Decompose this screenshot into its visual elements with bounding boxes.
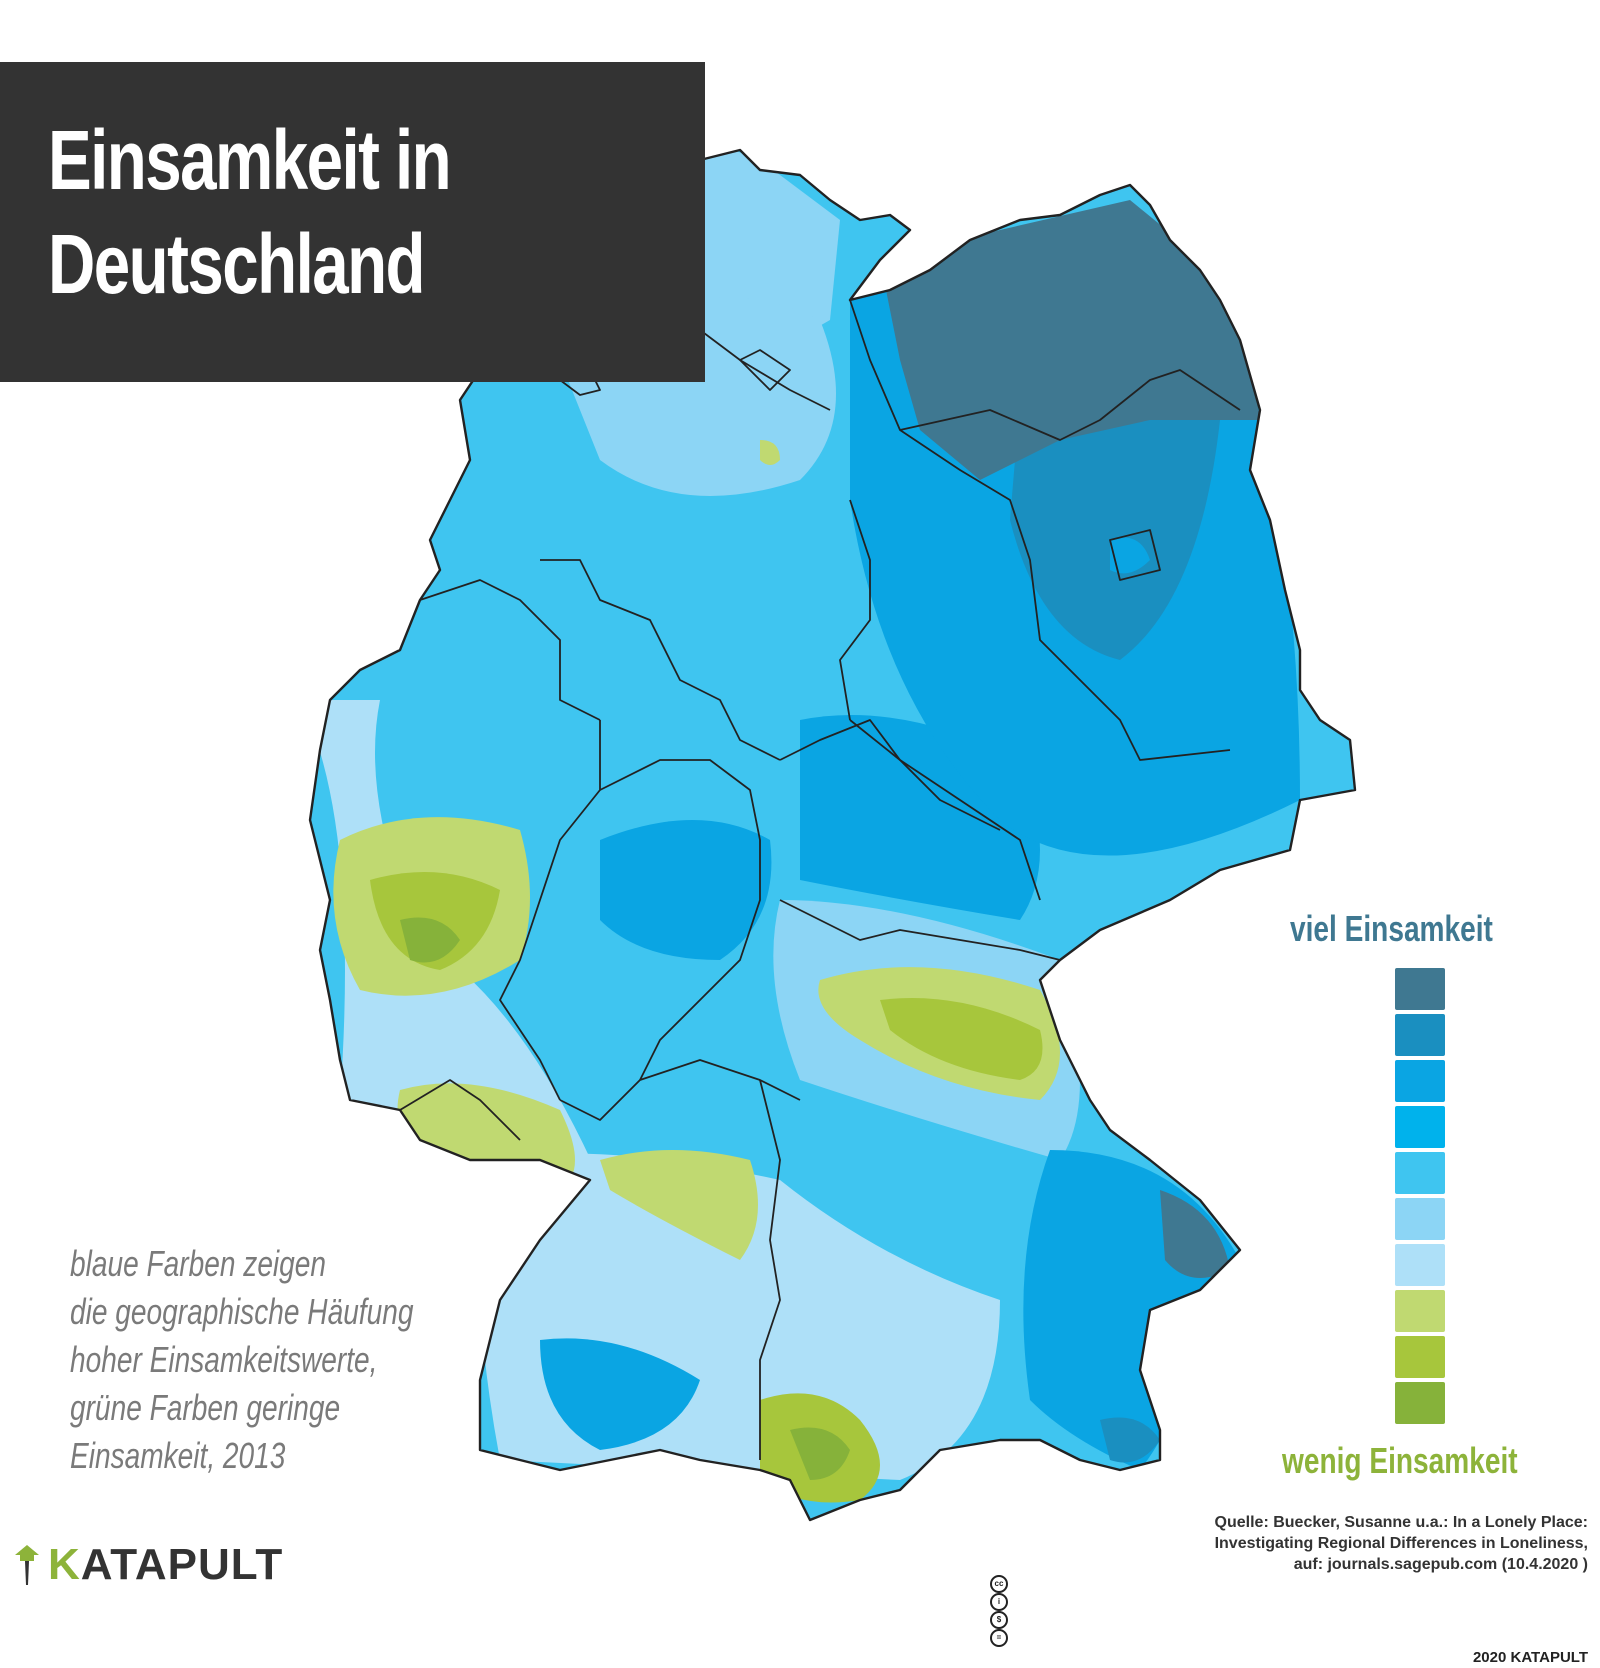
legend-swatch-1 — [1395, 968, 1445, 1010]
title-banner — [0, 62, 705, 382]
border-saarland — [399, 1079, 521, 1141]
germany-map — [308, 106, 1357, 1522]
nc-icon: $ — [990, 1611, 1008, 1629]
region-berchtesgaden-deep-blue — [1100, 1417, 1160, 1463]
border-hamburg — [739, 349, 791, 391]
state-borders — [308, 106, 1357, 1522]
region-eifel-green-dark — [400, 917, 460, 963]
region-swabia-green — [600, 1150, 758, 1260]
border-th — [779, 719, 1001, 831]
source-line-3: auf: journals.sagepub.com (10.4.2020 ) — [1293, 1556, 1588, 1573]
license-text: 2020 KATAPULT — [1472, 1649, 1588, 1666]
legend-swatch-2 — [1395, 1014, 1445, 1056]
logo-first-letter: K — [48, 1540, 81, 1589]
legend-swatch-6 — [1395, 1198, 1445, 1240]
source-citation: Quelle: Buecker, Susanne u.a.: In a Lone… — [988, 1512, 1588, 1668]
legend-swatch-9 — [1395, 1336, 1445, 1378]
legend-swatch-3 — [1395, 1060, 1445, 1102]
legend-scale — [1395, 968, 1455, 1428]
title-line-2: Deutschland — [48, 217, 426, 311]
source-line-2: Investigating Regional Differences in Lo… — [1214, 1535, 1588, 1552]
border-nrw-ni — [540, 559, 781, 761]
region-mecklenburg-darkest — [880, 200, 1260, 480]
note-line-1: blaue Farben zeigen — [70, 1243, 327, 1284]
region-bayern-east-darkest — [1160, 1190, 1230, 1278]
legend-swatch-10 — [1395, 1382, 1445, 1424]
note-line-3: hoher Einsamkeitswerte, — [70, 1339, 378, 1380]
title-line-1: Einsamkeit in — [48, 113, 452, 207]
border-mv-bb — [899, 369, 1241, 441]
choropleth-surface — [310, 108, 1355, 1520]
region-hessen-blue — [600, 820, 772, 960]
page-title: Einsamkeit in Deutschland — [48, 108, 547, 316]
region-bodensee-blue — [540, 1338, 700, 1450]
explanation-note: blaue Farben zeigen die geographische Hä… — [70, 1240, 476, 1480]
border-berlin — [1109, 529, 1161, 581]
border-nrw-north — [419, 579, 601, 721]
legend-swatch-7 — [1395, 1244, 1445, 1286]
legend-label-low: wenig Einsamkeit — [1282, 1440, 1518, 1481]
logo-rest: ATAPULT — [80, 1540, 284, 1589]
katapult-icon — [15, 1545, 39, 1585]
katapult-logo: KATAPULT — [12, 1540, 283, 1590]
legend-swatch-4 — [1395, 1106, 1445, 1148]
region-allgaeu-green-dark — [790, 1427, 850, 1480]
border-by-th — [779, 899, 1061, 961]
border-he — [599, 759, 761, 1081]
legend-swatch-5 — [1395, 1152, 1445, 1194]
border-east-west — [849, 299, 1231, 761]
by-icon: i — [990, 1593, 1008, 1611]
border-st-sn — [849, 719, 1041, 901]
border-he-rp — [499, 720, 601, 1101]
region-lueneburg-green-spot — [760, 440, 780, 465]
border-bw-by — [759, 1079, 781, 1460]
legend-swatch-8 — [1395, 1290, 1445, 1332]
license-line: cc i $ = 2020 KATAPULT — [988, 1575, 1588, 1668]
region-berlin-blue — [1110, 537, 1150, 574]
cc-icon: cc — [990, 1575, 1008, 1593]
region-west-lightest — [310, 700, 600, 1180]
note-line-5: Einsamkeit, 2013 — [70, 1435, 286, 1476]
region-brandenburg-deep-blue — [1010, 393, 1220, 660]
border-bw-north — [559, 1059, 801, 1121]
border-ni-st — [839, 499, 871, 721]
nd-icon: = — [990, 1629, 1008, 1647]
note-line-2: die geographische Häufung — [70, 1291, 414, 1332]
note-line-4: grüne Farben geringe — [70, 1387, 341, 1428]
source-line-1: Quelle: Buecker, Susanne u.a.: In a Lone… — [1214, 1514, 1588, 1531]
germany-outline — [308, 106, 1357, 1522]
legend-label-high: viel Einsamkeit — [1290, 908, 1493, 949]
region-oberpfalz-green-mid — [880, 998, 1043, 1080]
